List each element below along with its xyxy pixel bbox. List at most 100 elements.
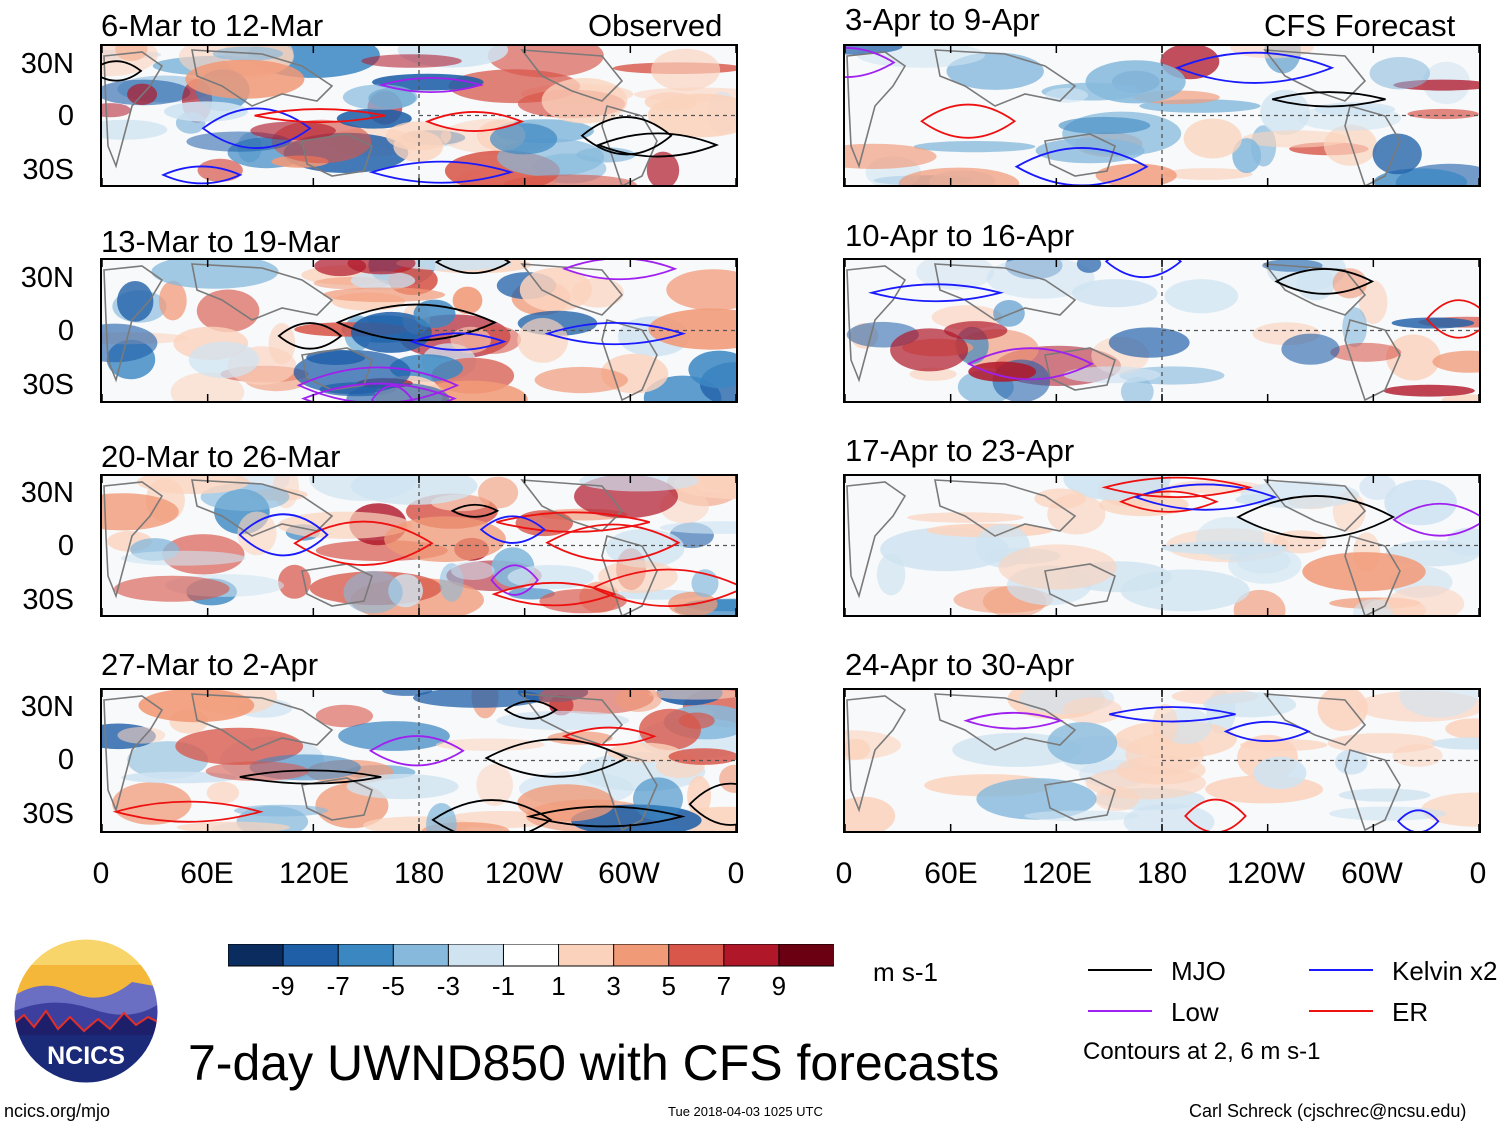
contour-line xyxy=(1274,268,1375,295)
wind-anomaly-patch xyxy=(646,151,680,185)
lat-label-eq: 0 xyxy=(57,530,74,562)
contour-line xyxy=(1101,476,1253,498)
wind-anomaly-patch xyxy=(993,300,1025,327)
coastline xyxy=(934,479,1077,537)
coastline xyxy=(520,263,624,316)
wind-anomaly-patch xyxy=(1391,317,1475,329)
wind-anomaly-patch xyxy=(1232,138,1262,174)
wind-anomaly-patch xyxy=(361,54,462,68)
coastline xyxy=(520,49,624,102)
contour-line xyxy=(484,738,629,778)
wind-anomaly-patch xyxy=(1228,546,1302,584)
cfs-forecast-label: CFS Forecast xyxy=(1264,8,1456,43)
wind-anomaly-patch xyxy=(539,588,627,614)
lat-label-eq: 0 xyxy=(57,315,74,347)
contour-line xyxy=(450,503,500,518)
wind-anomaly-patch xyxy=(517,784,615,822)
wind-anomaly-patch xyxy=(666,269,736,311)
coastline xyxy=(103,481,164,599)
contour-line xyxy=(112,800,264,823)
wind-anomaly-patch xyxy=(1071,279,1158,308)
contour-line xyxy=(301,382,457,401)
wind-anomaly-patch xyxy=(336,108,412,129)
wind-anomaly-patch xyxy=(121,771,238,784)
colorbar-tick-label: -1 xyxy=(491,971,516,1001)
coastline xyxy=(301,777,373,821)
lat-label-30n: 30N xyxy=(20,477,74,509)
wind-anomaly-patch xyxy=(1076,260,1102,273)
wind-anomaly-patch xyxy=(880,527,1009,572)
wind-anomaly-patch xyxy=(519,267,592,312)
wind-anomaly-patch xyxy=(188,341,259,379)
contour-line xyxy=(526,805,686,828)
contour-line xyxy=(201,107,312,149)
wind-anomaly-patch xyxy=(1369,57,1430,90)
colorbar-swatch xyxy=(502,943,560,967)
lon-label-0: 0 xyxy=(92,857,110,890)
contour-line xyxy=(409,332,507,351)
coastline xyxy=(301,133,373,177)
coastline xyxy=(1044,563,1116,607)
wind-anomaly-patch xyxy=(120,550,246,566)
legend-mjo-line xyxy=(1088,969,1152,971)
map-field xyxy=(845,46,1479,185)
map-panel-obs-4 xyxy=(100,688,738,833)
contour-line xyxy=(1109,706,1236,723)
wind-anomaly-patch xyxy=(534,366,628,394)
wind-anomaly-patch xyxy=(170,372,245,401)
legend-er-label: ER xyxy=(1392,997,1429,1027)
wind-anomaly-patch xyxy=(1330,342,1402,362)
wind-anomaly-patch xyxy=(1062,697,1123,724)
wind-anomaly-patch xyxy=(1203,692,1297,718)
coastline xyxy=(846,265,907,383)
legend-kelvin-label: Kelvin x2 xyxy=(1392,956,1498,986)
lat-label-eq: 0 xyxy=(57,100,74,132)
coastline xyxy=(191,49,334,107)
colorbar-swatch xyxy=(723,943,780,967)
wind-anomaly-patch xyxy=(1359,476,1397,500)
wind-anomaly-patch xyxy=(598,560,678,594)
observed-panel-1-title: 6-Mar to 12-Mar xyxy=(101,8,324,43)
wind-anomaly-patch xyxy=(688,350,736,389)
map-field xyxy=(102,260,736,401)
wind-anomaly-patch xyxy=(1281,333,1340,365)
contour-line xyxy=(580,116,673,156)
wind-anomaly-patch xyxy=(315,704,373,728)
frame-ticks xyxy=(102,46,736,185)
wind-anomaly-patch xyxy=(1034,488,1086,509)
colorbar-tick-label: -9 xyxy=(271,971,295,1001)
wind-anomaly-patch xyxy=(117,727,166,744)
wind-anomaly-patch xyxy=(1241,130,1350,148)
wind-anomaly-patch xyxy=(1253,756,1307,790)
wind-anomaly-patch xyxy=(1035,138,1145,164)
map-panel-cfs-4 xyxy=(843,688,1481,833)
logo-text: NCICS xyxy=(47,1042,125,1070)
wind-anomaly-patch xyxy=(496,710,630,731)
wind-anomaly-patch xyxy=(541,78,628,124)
wind-anomaly-patch xyxy=(277,511,412,539)
wind-anomaly-patch xyxy=(1342,307,1368,348)
frame-ticks xyxy=(845,690,1479,831)
colorbar-swatch xyxy=(447,943,505,967)
wind-anomaly-patch xyxy=(1338,788,1431,802)
wind-anomaly-patch xyxy=(719,764,736,793)
colorbar-swatch xyxy=(337,943,395,967)
wind-anomaly-patch xyxy=(605,528,685,568)
colorbar-swatch xyxy=(558,943,615,967)
wind-anomaly-patch xyxy=(1445,718,1479,739)
wind-anomaly-patch xyxy=(913,141,1036,153)
observed-label: Observed xyxy=(588,8,723,43)
map-field xyxy=(102,690,736,831)
contour-line xyxy=(238,513,329,557)
map-field xyxy=(845,690,1479,831)
wind-anomaly-patch xyxy=(1230,46,1314,59)
colorbar-tick-label: -5 xyxy=(381,971,405,1001)
lon-label-120w: 120W xyxy=(1226,857,1306,890)
wind-anomaly-patch xyxy=(1239,739,1328,751)
wind-anomaly-patch xyxy=(876,553,906,596)
frame-ticks xyxy=(845,46,1479,185)
wind-anomaly-patch xyxy=(1317,690,1368,731)
footer-url[interactable]: ncics.org/mjo xyxy=(4,1101,111,1121)
lon-label-0: 0 xyxy=(1469,857,1487,890)
coastline xyxy=(103,265,164,383)
